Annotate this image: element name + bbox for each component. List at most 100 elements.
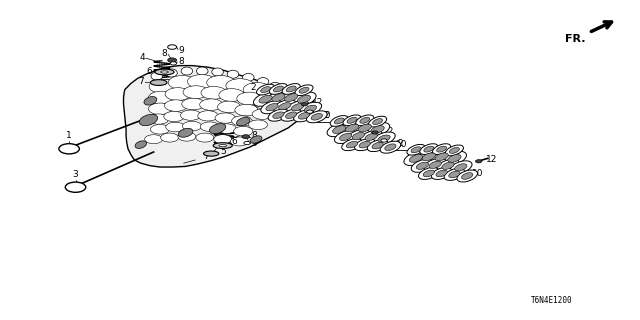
Ellipse shape [356, 115, 374, 126]
Ellipse shape [284, 101, 298, 110]
Ellipse shape [286, 86, 296, 92]
Ellipse shape [385, 144, 396, 150]
Ellipse shape [259, 95, 272, 103]
Ellipse shape [209, 124, 226, 134]
Circle shape [381, 139, 387, 142]
Text: 11: 11 [297, 105, 308, 114]
Ellipse shape [278, 103, 291, 110]
Ellipse shape [266, 104, 278, 111]
Ellipse shape [416, 162, 429, 169]
Circle shape [168, 76, 196, 90]
Circle shape [198, 111, 218, 121]
Ellipse shape [304, 105, 317, 112]
Ellipse shape [449, 148, 460, 153]
Ellipse shape [285, 94, 298, 101]
Ellipse shape [279, 91, 303, 105]
Circle shape [59, 144, 79, 154]
Ellipse shape [404, 151, 428, 165]
Ellipse shape [299, 87, 309, 93]
Ellipse shape [365, 123, 390, 137]
Ellipse shape [335, 131, 356, 143]
Ellipse shape [340, 121, 364, 135]
Circle shape [254, 98, 277, 109]
Circle shape [237, 92, 262, 105]
Ellipse shape [457, 170, 477, 182]
Text: 12: 12 [486, 156, 498, 164]
Ellipse shape [334, 118, 344, 124]
Ellipse shape [461, 173, 473, 179]
Circle shape [226, 79, 254, 93]
Ellipse shape [298, 113, 310, 119]
Ellipse shape [219, 144, 227, 147]
Circle shape [243, 83, 271, 97]
Ellipse shape [436, 146, 447, 152]
Text: 10: 10 [396, 140, 407, 149]
Ellipse shape [423, 170, 435, 177]
Text: 12: 12 [312, 98, 324, 107]
Ellipse shape [367, 140, 388, 152]
Ellipse shape [422, 153, 435, 161]
Circle shape [65, 182, 86, 192]
Ellipse shape [227, 70, 239, 78]
Circle shape [235, 104, 258, 116]
Ellipse shape [378, 135, 390, 142]
Ellipse shape [181, 67, 193, 75]
Ellipse shape [300, 102, 321, 115]
Text: 10: 10 [320, 111, 332, 120]
Ellipse shape [298, 95, 310, 103]
Circle shape [252, 109, 273, 119]
Ellipse shape [442, 151, 467, 165]
Text: 6: 6 [147, 67, 152, 76]
Text: FR.: FR. [565, 34, 586, 44]
Text: 8: 8 [178, 57, 184, 66]
Ellipse shape [411, 147, 421, 153]
Circle shape [218, 101, 241, 113]
Circle shape [372, 131, 378, 134]
Ellipse shape [417, 150, 441, 164]
Ellipse shape [266, 91, 291, 105]
Circle shape [168, 58, 177, 62]
Ellipse shape [135, 141, 147, 148]
Text: 5: 5 [220, 147, 225, 156]
Ellipse shape [253, 92, 278, 106]
Ellipse shape [429, 150, 454, 164]
Ellipse shape [372, 142, 383, 149]
Ellipse shape [429, 161, 442, 168]
Ellipse shape [285, 112, 297, 118]
Ellipse shape [449, 171, 460, 178]
Circle shape [148, 91, 174, 104]
Text: 11: 11 [371, 134, 383, 143]
Ellipse shape [151, 72, 163, 80]
Ellipse shape [380, 141, 401, 153]
Ellipse shape [442, 162, 454, 169]
Circle shape [307, 110, 313, 113]
Circle shape [161, 133, 179, 142]
Ellipse shape [348, 130, 369, 142]
Ellipse shape [371, 126, 384, 133]
Text: 3: 3 [73, 170, 78, 179]
Ellipse shape [291, 104, 304, 111]
Ellipse shape [333, 126, 346, 133]
Ellipse shape [454, 164, 467, 171]
Circle shape [188, 75, 216, 89]
Ellipse shape [272, 94, 285, 101]
Ellipse shape [269, 82, 281, 90]
Ellipse shape [250, 136, 262, 143]
Text: 7: 7 [138, 77, 144, 86]
Ellipse shape [424, 146, 434, 152]
Circle shape [148, 114, 169, 124]
Circle shape [476, 160, 482, 163]
Ellipse shape [295, 85, 313, 96]
Ellipse shape [339, 133, 352, 140]
Ellipse shape [444, 168, 465, 180]
Circle shape [271, 93, 296, 106]
Ellipse shape [436, 170, 447, 177]
Ellipse shape [140, 114, 157, 126]
Circle shape [183, 86, 209, 99]
Ellipse shape [166, 69, 177, 77]
Circle shape [145, 135, 163, 144]
Circle shape [182, 121, 202, 131]
Ellipse shape [287, 101, 308, 114]
Ellipse shape [445, 145, 463, 156]
Circle shape [214, 135, 232, 144]
